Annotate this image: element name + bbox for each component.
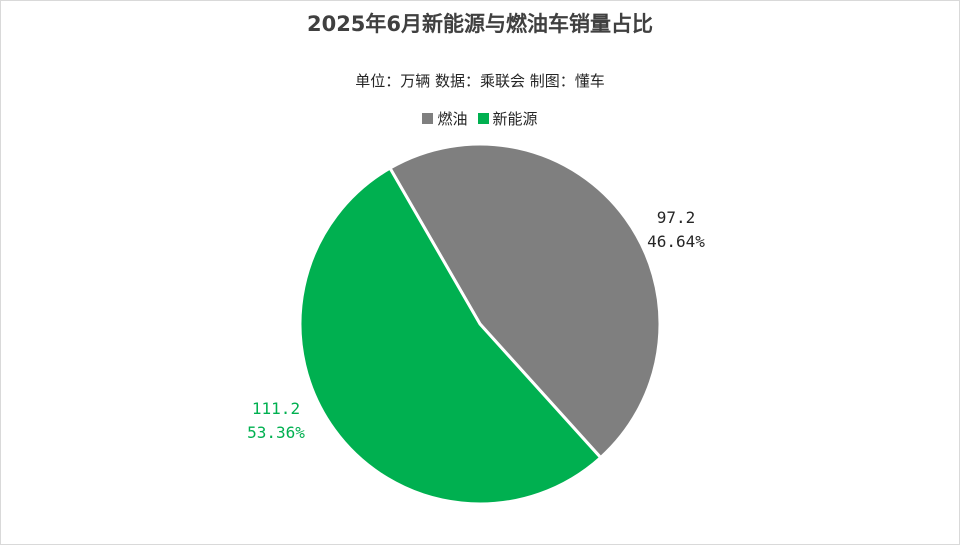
data-label-fuel-percent: 46.64% [647, 232, 705, 251]
chart-title: 2025年6月新能源与燃油车销量占比 [306, 12, 654, 36]
data-label-nev-value: 111.2 [251, 399, 301, 418]
data-label-fuel: 97.2 46.64% [626, 206, 726, 254]
chart-subtitle: 单位：万辆 数据：乘联会 制图：懂车 [355, 72, 605, 90]
legend: 燃油 新能源 [0, 108, 960, 129]
pie-slice-nev [298, 166, 603, 506]
legend-item-nev: 新能源 [477, 108, 538, 129]
legend-item-fuel: 燃油 [422, 108, 468, 129]
data-label-nev: 111.2 53.36% [226, 397, 326, 445]
data-label-fuel-value: 97.2 [656, 208, 696, 227]
data-label-nev-percent: 53.36% [247, 423, 305, 442]
pie-slice-fuel [387, 142, 662, 460]
legend-swatch-nev [477, 113, 489, 124]
legend-swatch-fuel [422, 113, 434, 124]
legend-label-nev: 新能源 [492, 110, 538, 128]
legend-label-fuel: 燃油 [437, 110, 468, 128]
